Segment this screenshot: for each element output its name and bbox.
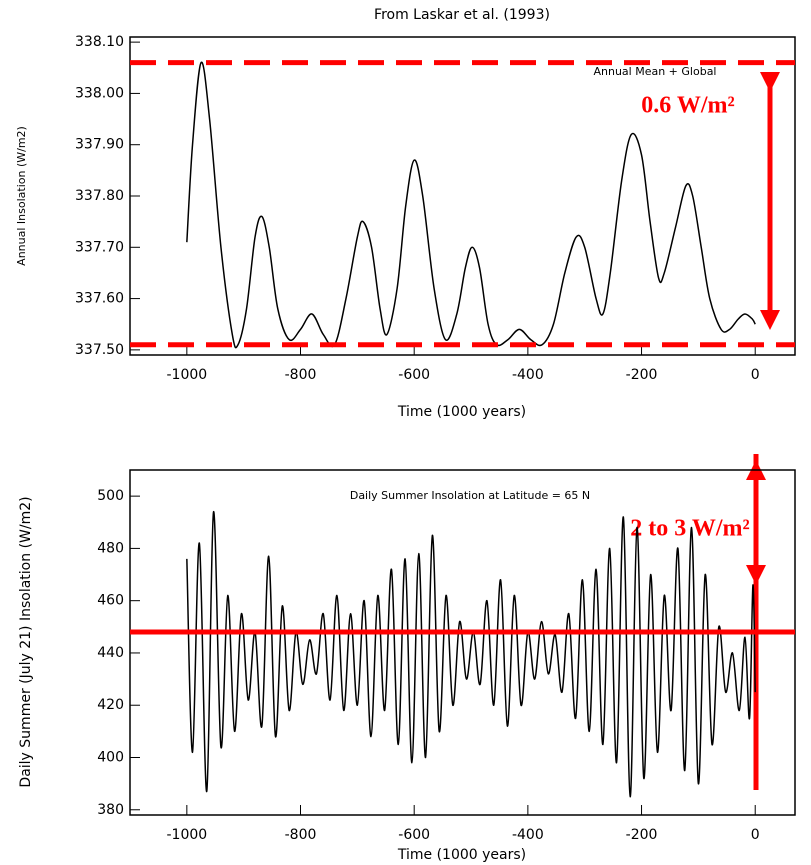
annotation: Annual Mean + Global bbox=[593, 65, 716, 78]
y-tick-label: 420 bbox=[97, 697, 124, 713]
x-tick-label: -800 bbox=[285, 827, 317, 843]
y-tick-label: 338.00 bbox=[75, 85, 124, 101]
y-tick-label: 337.60 bbox=[75, 291, 124, 307]
plot-frame bbox=[129, 36, 796, 356]
annotation: 0.6 W/m² bbox=[641, 93, 734, 119]
x-tick-label: -400 bbox=[512, 367, 544, 383]
y-tick-label: 500 bbox=[97, 488, 124, 504]
x-tick-label: -1000 bbox=[166, 827, 207, 843]
y-tick-label: 400 bbox=[97, 750, 124, 766]
y-tick-label: 380 bbox=[97, 802, 124, 818]
y-tick-label: 460 bbox=[97, 593, 124, 609]
x-tick-label: -400 bbox=[512, 827, 544, 843]
y-tick-label: 337.50 bbox=[75, 342, 124, 358]
x-tick-label: 0 bbox=[751, 367, 760, 383]
y-tick-label: 337.90 bbox=[75, 137, 124, 153]
y-tick-label: 337.80 bbox=[75, 188, 124, 204]
y-axis-label: Daily Summer (July 21) Insolation (W/m2) bbox=[18, 496, 34, 787]
y-tick-label: 338.10 bbox=[75, 34, 124, 50]
x-tick-label: -200 bbox=[626, 367, 658, 383]
chart-title: From Laskar et al. (1993) bbox=[374, 7, 550, 23]
x-tick-label: -600 bbox=[398, 827, 430, 843]
x-tick-label: 0 bbox=[751, 827, 760, 843]
data-line bbox=[186, 61, 756, 349]
x-tick-label: -200 bbox=[626, 827, 658, 843]
data-line bbox=[186, 511, 756, 798]
annotation: Daily Summer Insolation at Latitude = 65… bbox=[350, 489, 590, 502]
y-tick-label: 480 bbox=[97, 540, 124, 556]
y-axis-label: Annual Insolation (W/m2) bbox=[15, 126, 28, 266]
plot-frame bbox=[129, 469, 796, 816]
x-tick-label: -600 bbox=[398, 367, 430, 383]
x-axis-label: Time (1000 years) bbox=[397, 404, 526, 420]
x-tick-label: -800 bbox=[285, 367, 317, 383]
x-axis-label: Time (1000 years) bbox=[397, 847, 526, 863]
x-tick-label: -1000 bbox=[166, 367, 207, 383]
y-tick-label: 440 bbox=[97, 645, 124, 661]
y-tick-label: 337.70 bbox=[75, 239, 124, 255]
